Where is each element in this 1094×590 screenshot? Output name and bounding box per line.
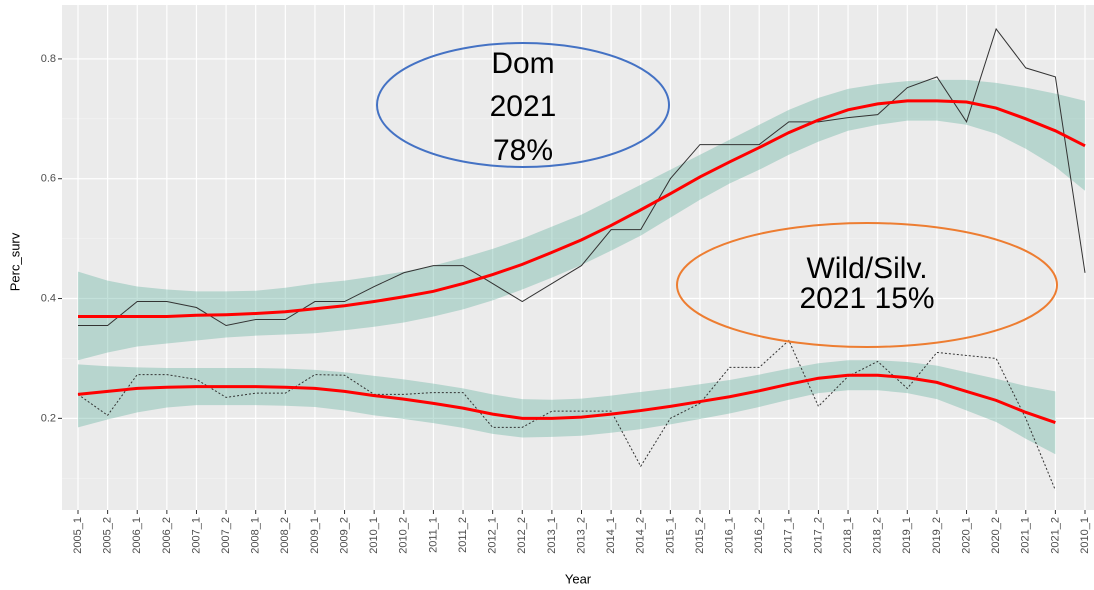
- confidence-band: [78, 360, 1056, 455]
- annotation-text: 2021: [490, 90, 557, 123]
- x-tick-label: 2010_1: [368, 517, 380, 554]
- y-tick-label: 0.8: [41, 53, 56, 65]
- x-tick-label: 2014_2: [635, 517, 647, 554]
- x-tick-label: 2020_2: [990, 517, 1002, 554]
- x-tick-label: 2018_1: [842, 517, 854, 554]
- x-tick-label: 2021_1: [1020, 517, 1032, 554]
- annotations: Dom 2021 78% Wild/Silv.2021 15%: [376, 42, 1058, 348]
- annotation-ellipse: [676, 222, 1058, 348]
- y-tick-label: 0.2: [41, 412, 56, 424]
- x-tick-label: 2005_1: [72, 517, 84, 554]
- x-tick-label: 2010_2: [398, 517, 410, 554]
- line: [78, 99, 1086, 319]
- x-tick-label: 2016_2: [753, 517, 765, 554]
- x-tick-label: 2011_1: [427, 517, 439, 553]
- x-tick-label: 2015_1: [664, 517, 676, 554]
- x-tick-label: 2007_1: [190, 517, 202, 554]
- x-tick-label: 2018_2: [872, 517, 884, 554]
- x-tick-label: 2020_1: [960, 517, 972, 554]
- y-tick-label: 0.4: [41, 292, 56, 304]
- x-tick-label: 2014_1: [605, 517, 617, 554]
- x-tick-label: 2017_2: [812, 517, 824, 554]
- annotation-text: Dom: [491, 47, 554, 80]
- x-tick-label: 2012_2: [516, 517, 528, 554]
- axes: 0.2 0.4 0.6 0.8 2005_1 2005_2 2006_1 2006_2 2007…: [41, 53, 1091, 554]
- x-tick-label: 2005_2: [102, 517, 114, 554]
- annotation-text: Wild/Silv.: [806, 252, 927, 285]
- x-tick-label: 2012_1: [487, 517, 499, 554]
- marks: [77, 27, 1086, 491]
- panel: [62, 5, 1094, 510]
- annotation-text: 78%: [493, 134, 553, 167]
- x-tick-label: 2009_1: [309, 517, 321, 554]
- y-axis-title: Perc_surv: [7, 232, 22, 291]
- annotation-ellipse: [376, 42, 670, 168]
- x-tick-label: 2006_2: [161, 517, 173, 554]
- x-axis-title: Year: [565, 571, 592, 586]
- grid: [62, 5, 1094, 510]
- x-tick-label: 2013_2: [575, 517, 587, 554]
- x-tick-label: 2017_1: [783, 517, 795, 554]
- x-tick-label: 2008_2: [279, 517, 291, 554]
- line: [77, 373, 1056, 424]
- x-tick-label: 2011_2: [457, 517, 469, 553]
- line: [78, 27, 1086, 327]
- x-tick-label: 2007_2: [220, 517, 232, 554]
- x-tick-label: 2015_2: [694, 517, 706, 554]
- y-tick-label: 0.6: [41, 173, 56, 185]
- x-tick-label: 2013_1: [546, 517, 558, 554]
- x-tick-label: 2008_1: [250, 517, 262, 554]
- x-tick-label: 2019_2: [931, 517, 943, 554]
- x-tick-label: 2006_1: [131, 517, 143, 554]
- x-tick-label: 2016_1: [723, 517, 735, 554]
- annotation-text: 2021 15%: [799, 282, 934, 315]
- x-tick-label: 2010_1: [1079, 517, 1091, 554]
- x-tick-label: 2019_1: [901, 517, 913, 554]
- x-tick-label: 2009_2: [338, 517, 350, 554]
- confidence-band: [78, 79, 1085, 361]
- x-tick-label: 2021_2: [1049, 517, 1061, 554]
